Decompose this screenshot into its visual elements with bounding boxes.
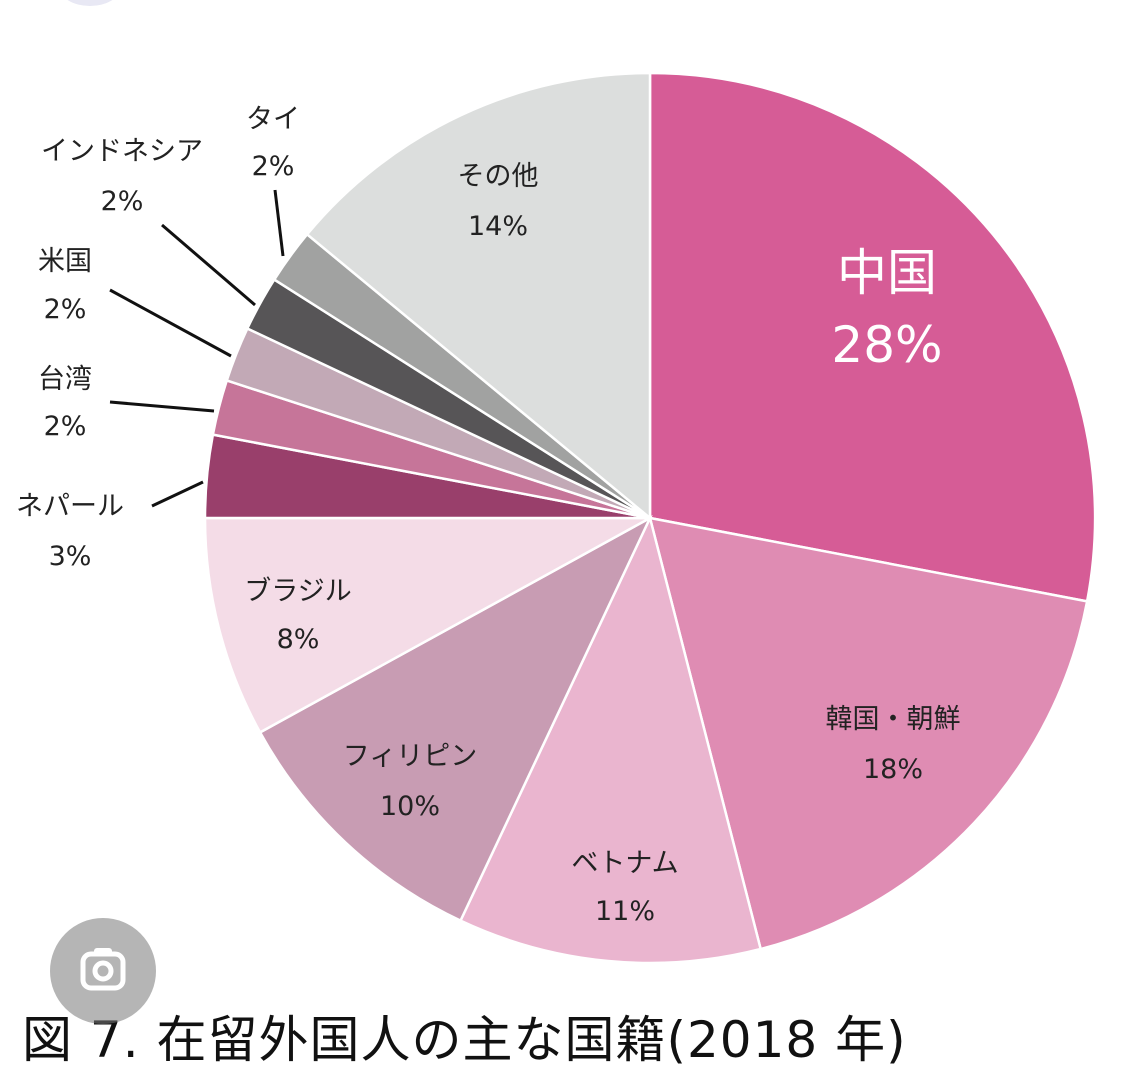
pie-slice-1: [648, 516, 1089, 951]
leader-line: [109, 400, 215, 413]
slice-value-label: 2%: [44, 411, 87, 442]
decorative-shape: [60, 0, 120, 6]
slice-label: インドネシア: [41, 136, 203, 167]
leader-line: [161, 223, 256, 307]
slice-label: 台湾: [38, 364, 92, 395]
leader-line: [151, 480, 204, 508]
slice-label: 中国: [837, 244, 937, 302]
leader-line: [109, 288, 232, 358]
slice-value-label: 14%: [468, 211, 528, 242]
pie-slice-4: [203, 516, 651, 735]
slice-label: 米国: [38, 246, 92, 277]
slice-label: ブラジル: [244, 576, 351, 607]
slice-value-label: 2%: [252, 151, 295, 182]
slice-label: ベトナム: [571, 848, 678, 879]
pie-slice-10: [305, 71, 652, 521]
camera-lens-icon[interactable]: [50, 918, 156, 1024]
leader-line: [273, 189, 285, 257]
slice-value-label: 3%: [49, 541, 92, 572]
slice-label: フィリピン: [343, 741, 477, 772]
slice-label: その他: [458, 161, 539, 192]
slice-value-label: 11%: [595, 896, 655, 927]
slice-value-label: 28%: [831, 316, 942, 374]
slice-label: ネパール: [16, 491, 124, 522]
slice-value-label: 18%: [863, 754, 923, 785]
slice-value-label: 10%: [380, 791, 440, 822]
slice-label: タイ: [246, 104, 300, 135]
slice-value-label: 2%: [101, 186, 144, 217]
slice-label: 韓国・朝鮮: [826, 704, 961, 735]
pie-slice-3: [258, 515, 653, 923]
slice-value-label: 8%: [277, 624, 320, 655]
chart-title: 図 7. 在留外国人の主な国籍(2018 年): [22, 1011, 907, 1069]
pie-slice-2: [458, 514, 763, 965]
slice-value-label: 2%: [44, 294, 87, 325]
pie-slice-0: [648, 71, 1097, 603]
